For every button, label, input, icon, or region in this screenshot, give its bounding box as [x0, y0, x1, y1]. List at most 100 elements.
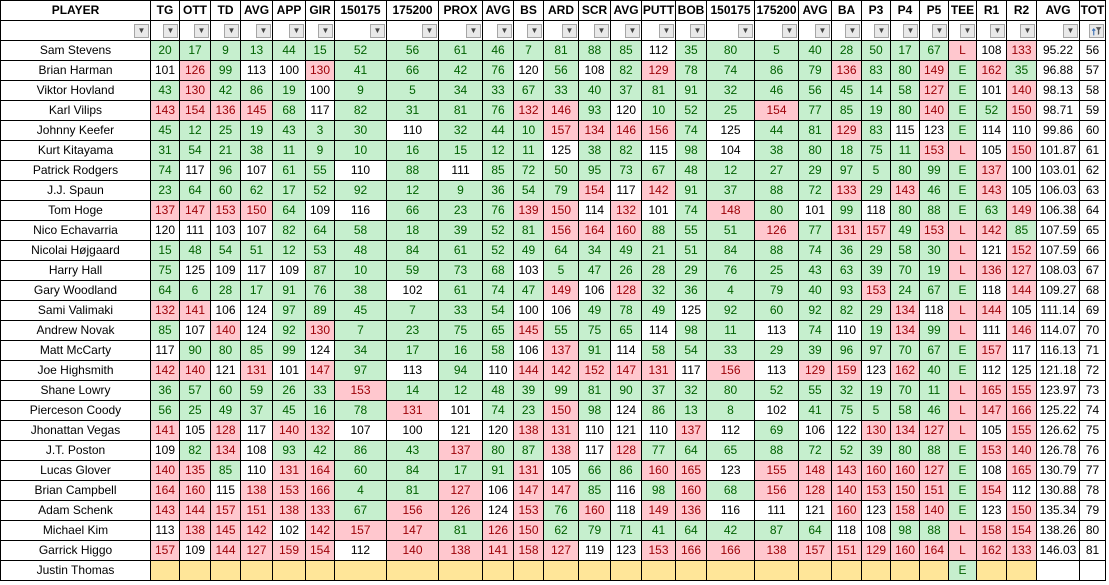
stat-cell[interactable]: 19 [861, 320, 891, 341]
player-name-cell[interactable]: Michael Kim [0, 520, 151, 541]
stat-cell[interactable]: 106 [210, 300, 241, 321]
stat-cell[interactable]: 117 [240, 420, 273, 441]
stat-cell[interactable]: 144 [513, 360, 544, 381]
stat-cell[interactable]: 117 [179, 160, 211, 181]
stat-cell[interactable]: 130.88 [1036, 480, 1080, 501]
stat-cell[interactable]: 82 [610, 60, 642, 81]
stat-cell[interactable]: 139 [513, 200, 544, 221]
stat-cell[interactable]: 118 [831, 520, 862, 541]
stat-cell[interactable]: 132 [150, 300, 180, 321]
stat-cell[interactable]: 75 [1079, 420, 1106, 441]
stat-cell[interactable]: 162 [976, 540, 1007, 561]
stat-cell[interactable]: 111.14 [1036, 300, 1080, 321]
stat-cell[interactable] [272, 560, 306, 581]
stat-cell[interactable]: 132 [610, 200, 642, 221]
player-name-cell[interactable]: Nico Echavarria [0, 220, 151, 241]
stat-cell[interactable]: 155 [1006, 380, 1037, 401]
stat-cell[interactable]: 109 [150, 440, 180, 461]
stat-cell[interactable]: 115 [641, 140, 676, 161]
stat-cell[interactable]: 77 [798, 100, 832, 121]
stat-cell[interactable]: 75 [831, 400, 862, 421]
stat-cell[interactable]: 81 [438, 520, 483, 541]
stat-cell[interactable]: E [948, 160, 977, 181]
stat-cell[interactable]: 51 [240, 240, 273, 261]
stat-cell[interactable]: 65 [610, 320, 642, 341]
stat-cell[interactable]: 138 [272, 500, 306, 521]
stat-cell[interactable]: 82 [179, 440, 211, 461]
stat-cell[interactable]: 78 [1079, 480, 1106, 501]
stat-cell[interactable]: 145 [513, 320, 544, 341]
column-header-avg-14[interactable]: AVG [610, 0, 642, 21]
stat-cell[interactable]: 41 [641, 520, 676, 541]
stat-cell[interactable]: 28 [641, 260, 676, 281]
stat-cell[interactable] [1006, 560, 1037, 581]
stat-cell[interactable]: E [948, 280, 977, 301]
stat-cell[interactable]: 120 [513, 60, 544, 81]
stat-cell[interactable]: 39 [861, 260, 891, 281]
stat-cell[interactable]: 141 [150, 420, 180, 441]
stat-cell[interactable]: 42 [210, 80, 241, 101]
stat-cell[interactable]: 153 [334, 380, 387, 401]
stat-cell[interactable]: 14 [386, 380, 439, 401]
stat-cell[interactable]: 61 [438, 240, 483, 261]
player-name-cell[interactable]: Sami Valimaki [0, 300, 151, 321]
stat-cell[interactable]: 116 [610, 480, 642, 501]
stat-cell[interactable]: 112 [976, 360, 1007, 381]
filter-dropdown-button[interactable]: ▼ [625, 23, 640, 38]
stat-cell[interactable]: 107 [240, 220, 273, 241]
stat-cell[interactable]: 121 [798, 500, 832, 521]
stat-cell[interactable]: 80 [706, 40, 755, 61]
stat-cell[interactable]: 128 [210, 420, 241, 441]
stat-cell[interactable]: 89 [305, 300, 335, 321]
stat-cell[interactable]: 49 [578, 300, 611, 321]
stat-cell[interactable]: 140 [272, 420, 306, 441]
stat-cell[interactable]: 101 [798, 200, 832, 221]
stat-cell[interactable]: 69 [1079, 300, 1106, 321]
stat-cell[interactable]: 76 [482, 200, 514, 221]
stat-cell[interactable]: 45 [272, 400, 306, 421]
column-header-tee-24[interactable]: TEE [948, 0, 977, 21]
stat-cell[interactable]: 76 [305, 280, 335, 301]
stat-cell[interactable]: 150 [513, 520, 544, 541]
stat-cell[interactable]: 16 [438, 340, 483, 361]
stat-cell[interactable]: 117 [305, 100, 335, 121]
stat-cell[interactable]: 113 [386, 360, 439, 381]
stat-cell[interactable]: 92 [272, 320, 306, 341]
stat-cell[interactable]: 123 [861, 360, 891, 381]
stat-cell[interactable]: 41 [798, 400, 832, 421]
stat-cell[interactable] [610, 560, 642, 581]
stat-cell[interactable]: 28 [210, 280, 241, 301]
stat-cell[interactable]: 110 [578, 420, 611, 441]
stat-cell[interactable]: 155 [1006, 420, 1037, 441]
filter-dropdown-button[interactable]: ▼ [594, 23, 609, 38]
stat-cell[interactable]: 63 [976, 200, 1007, 221]
filter-dropdown-button[interactable]: ▼ [932, 23, 947, 38]
stat-cell[interactable]: 140 [150, 460, 180, 481]
stat-cell[interactable]: 100 [513, 300, 544, 321]
stat-cell[interactable]: 49 [210, 400, 241, 421]
stat-cell[interactable]: 156 [386, 500, 439, 521]
stat-cell[interactable]: 107 [240, 160, 273, 181]
stat-cell[interactable]: 4 [706, 280, 755, 301]
stat-cell[interactable]: 152 [1006, 240, 1037, 261]
stat-cell[interactable]: 46 [919, 180, 949, 201]
stat-cell[interactable]: 128 [798, 480, 832, 501]
stat-cell[interactable]: 142 [543, 360, 579, 381]
stat-cell[interactable]: 144 [210, 540, 241, 561]
stat-cell[interactable]: 49 [641, 300, 676, 321]
stat-cell[interactable]: 14 [861, 80, 891, 101]
stat-cell[interactable]: 101 [272, 360, 306, 381]
stat-cell[interactable]: 23 [438, 200, 483, 221]
stat-cell[interactable]: 110 [641, 420, 676, 441]
column-header-ott-2[interactable]: OTT [179, 0, 211, 21]
stat-cell[interactable]: 65 [706, 440, 755, 461]
filter-dropdown-button[interactable]: ▼ [659, 23, 674, 38]
stat-cell[interactable]: 101.87 [1036, 140, 1080, 161]
stat-cell[interactable]: 73 [1079, 380, 1106, 401]
filter-dropdown-button[interactable]: ▼ [256, 23, 271, 38]
stat-cell[interactable]: 9 [305, 140, 335, 161]
stat-cell[interactable]: 150 [1006, 500, 1037, 521]
stat-cell[interactable]: 102 [272, 520, 306, 541]
stat-cell[interactable]: 131 [831, 220, 862, 241]
stat-cell[interactable]: L [948, 140, 977, 161]
